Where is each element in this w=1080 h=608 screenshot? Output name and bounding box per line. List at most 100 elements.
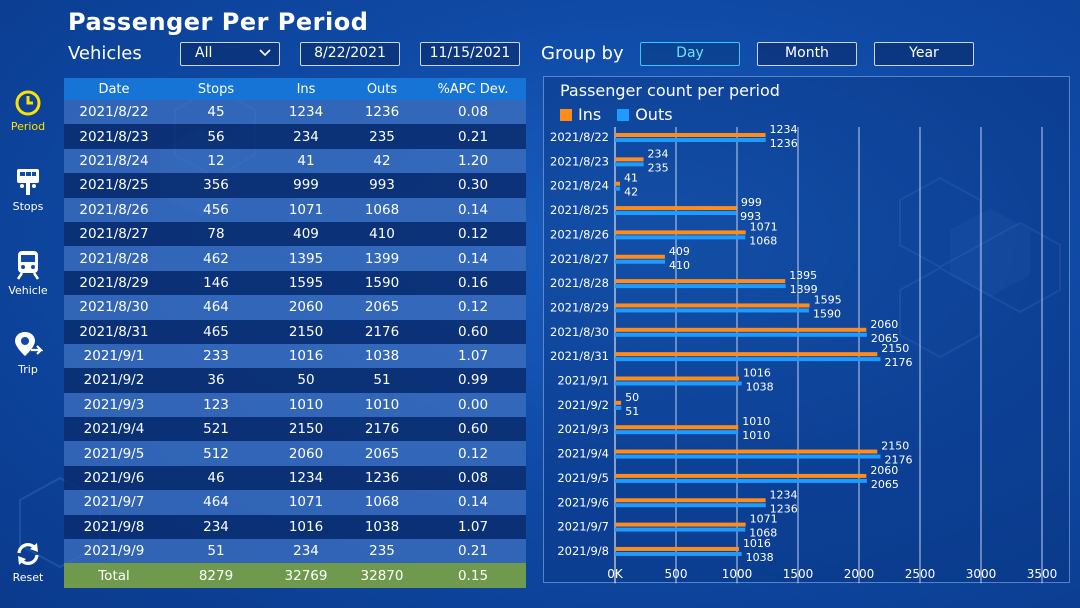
table-row[interactable]: 2021/8/29 146 1595 1590 0.16 <box>64 270 526 296</box>
cell-ins: 41 <box>297 152 315 169</box>
end-date-field[interactable]: 11/15/2021 <box>420 42 520 66</box>
bar-ins <box>615 279 786 284</box>
column-header-ins[interactable]: Ins <box>296 81 316 97</box>
sidebar-item-trip[interactable]: Trip <box>0 330 56 376</box>
cell-apc-dev: 0.21 <box>457 128 489 145</box>
cell-ins: 2150 <box>288 323 324 340</box>
bar-ins <box>615 425 739 430</box>
reset-button[interactable]: Reset <box>0 540 56 584</box>
table-row[interactable]: 2021/8/31 465 2150 2176 0.60 <box>64 319 526 344</box>
cell-outs: 42 <box>373 152 391 169</box>
data-label-ins: 234 <box>648 147 669 160</box>
table-row[interactable]: 2021/8/26 456 1071 1068 0.14 <box>64 197 526 222</box>
cell-ins: 1010 <box>288 396 324 413</box>
table-row[interactable]: 2021/9/6 46 1234 1236 0.08 <box>64 465 526 491</box>
cell-stops: 146 <box>203 274 229 291</box>
cell-stops: 234 <box>203 518 229 535</box>
bar-ins <box>615 498 766 503</box>
cell-outs: 1010 <box>364 396 400 413</box>
vehicles-dropdown-value: All <box>195 45 213 61</box>
group-month-button[interactable]: Month <box>757 42 857 66</box>
column-header-apc-dev[interactable]: %APC Dev. <box>437 81 509 97</box>
cell-outs: 51 <box>373 372 391 389</box>
table-row[interactable]: 2021/9/1 233 1016 1038 1.07 <box>64 343 526 369</box>
data-label-outs: 1038 <box>746 551 774 564</box>
cell-date: 2021/9/8 <box>83 518 145 535</box>
table-row[interactable]: 2021/8/23 56 234 235 0.21 <box>64 124 526 149</box>
group-year-button[interactable]: Year <box>874 42 974 66</box>
bar-outs <box>615 503 766 508</box>
table-row[interactable]: 2021/8/22 45 1234 1236 0.08 <box>64 100 526 125</box>
cell-stops: 56 <box>207 128 225 145</box>
bar-ins <box>615 133 766 137</box>
column-header-outs[interactable]: Outs <box>366 81 398 97</box>
legend-item-ins[interactable]: Ins <box>560 105 601 124</box>
bar-outs <box>615 357 881 362</box>
table-row[interactable]: 2021/8/25 356 999 993 0.30 <box>64 173 526 198</box>
vehicles-label: Vehicles <box>68 43 142 64</box>
bar-ins <box>615 522 746 527</box>
table-row[interactable]: 2021/9/5 512 2060 2065 0.12 <box>64 441 526 466</box>
x-tick-label: 2500 <box>905 567 936 581</box>
y-tick-label: 2021/8/29 <box>550 300 609 314</box>
cell-apc-dev: 1.07 <box>457 348 489 365</box>
table-row[interactable]: 2021/8/28 462 1395 1399 0.14 <box>64 246 526 271</box>
cell-ins: 1234 <box>288 470 324 487</box>
cell-stops: 464 <box>203 494 229 511</box>
cell-date: 2021/8/31 <box>79 323 149 340</box>
cell-outs: 1038 <box>364 348 400 365</box>
cell-stops: 46 <box>207 470 225 487</box>
cell-stops: 12 <box>207 152 225 169</box>
legend-swatch-ins <box>560 108 572 121</box>
legend-item-outs[interactable]: Outs <box>617 105 673 124</box>
y-tick-label: 2021/8/23 <box>550 154 609 168</box>
bar-ins <box>615 473 867 478</box>
cell-apc-dev: 0.12 <box>457 445 489 462</box>
bar-ins <box>615 181 621 186</box>
data-label-outs: 235 <box>648 161 669 174</box>
cell-apc-dev: 0.16 <box>457 274 489 291</box>
start-date-field[interactable]: 8/22/2021 <box>300 42 400 66</box>
total-stops: 8279 <box>198 567 234 584</box>
refresh-icon <box>17 543 39 565</box>
y-tick-label: 2021/8/28 <box>550 276 609 290</box>
table-row[interactable]: 2021/9/2 36 50 51 0.99 <box>64 368 526 393</box>
table-row[interactable]: 2021/9/4 521 2150 2176 0.60 <box>64 417 526 442</box>
sidebar-item-vehicle[interactable]: Vehicle <box>0 249 56 297</box>
column-header-date[interactable]: Date <box>98 81 130 97</box>
data-label-ins: 999 <box>741 196 762 209</box>
cell-stops: 123 <box>203 396 229 413</box>
bar-ins <box>615 352 878 357</box>
y-tick-label: 2021/9/8 <box>557 544 609 558</box>
vehicles-dropdown[interactable]: All <box>180 42 280 66</box>
group-day-button[interactable]: Day <box>640 42 740 66</box>
data-label-ins: 1016 <box>743 537 771 550</box>
cell-stops: 456 <box>203 201 229 218</box>
table-row[interactable]: 2021/8/24 12 41 42 1.20 <box>64 148 526 174</box>
data-label-ins: 1234 <box>770 488 798 501</box>
filter-bar: Vehicles All 8/22/2021 11/15/2021 Group … <box>68 42 988 68</box>
sidebar-item-stops[interactable]: Stops <box>0 167 56 213</box>
y-tick-label: 2021/8/24 <box>550 179 609 193</box>
table-row[interactable]: 2021/9/3 123 1010 1010 0.00 <box>64 392 526 418</box>
table-row[interactable]: 2021/9/8 234 1016 1038 1.07 <box>64 514 526 540</box>
total-outs: 32870 <box>360 567 404 584</box>
table-row[interactable]: 2021/8/27 78 409 410 0.12 <box>64 221 526 247</box>
reset-label: Reset <box>12 571 44 584</box>
cell-ins: 234 <box>293 128 319 145</box>
cell-apc-dev: 0.12 <box>457 226 489 243</box>
table-row[interactable]: 2021/9/9 51 234 235 0.21 <box>64 539 526 564</box>
column-header-stops[interactable]: Stops <box>197 81 235 97</box>
cell-outs: 1068 <box>364 201 400 218</box>
data-label-ins: 41 <box>624 172 638 185</box>
table-row[interactable]: 2021/9/7 464 1071 1068 0.14 <box>64 490 526 515</box>
cell-ins: 999 <box>293 177 319 194</box>
data-label-ins: 2150 <box>881 440 909 453</box>
sidebar-item-period[interactable]: Period <box>0 89 56 133</box>
table-row[interactable]: 2021/8/30 464 2060 2065 0.12 <box>64 295 526 320</box>
bar-outs <box>615 430 739 435</box>
cell-outs: 1068 <box>364 494 400 511</box>
cell-ins: 1071 <box>288 494 324 511</box>
passenger-table: Date Stops Ins Outs %APC Dev. 2021/8/22 4… <box>64 78 526 588</box>
cell-date: 2021/8/26 <box>79 201 149 218</box>
